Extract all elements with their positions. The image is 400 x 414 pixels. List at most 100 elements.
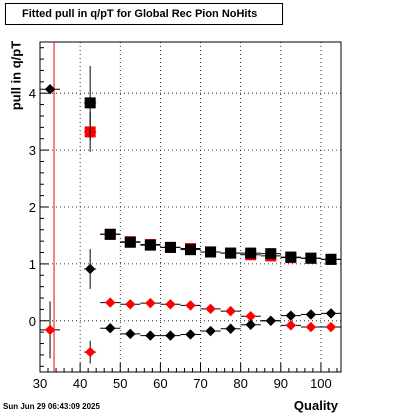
data-point: [140, 330, 161, 341]
diamond-marker: [165, 299, 176, 310]
square-marker: [205, 246, 217, 258]
data-point: [140, 239, 161, 251]
diamond-marker: [105, 322, 116, 334]
data-point: [220, 323, 241, 334]
data-point: [280, 310, 301, 321]
diamond-marker: [265, 315, 276, 327]
x-tick-label: 40: [73, 376, 87, 391]
diamond-marker: [325, 308, 337, 319]
data-point: [84, 65, 97, 140]
data-point: [260, 315, 281, 327]
square-marker: [285, 251, 297, 263]
data-point: [220, 247, 241, 259]
y-tick-label: 4: [29, 86, 36, 101]
data-point: [220, 305, 241, 317]
data-point: [180, 329, 201, 340]
x-axis-label: Quality: [293, 398, 338, 413]
x-tick-label: 90: [274, 376, 288, 391]
square-marker: [305, 252, 317, 264]
diamond-marker: [84, 346, 96, 358]
diamond-marker: [125, 328, 136, 340]
axes: 30 40 50 60 70 80 90 100 0 1 2 3 4: [29, 47, 338, 391]
y-tick-label: 2: [29, 200, 36, 215]
square-marker: [144, 239, 156, 251]
data-point: [160, 241, 181, 253]
chart-title: Fitted pull in q/pT for Global Rec Pion …: [5, 3, 283, 25]
square-marker: [325, 253, 337, 265]
y-tick-label: 1: [29, 257, 36, 272]
square-marker: [265, 248, 277, 260]
diamond-marker: [145, 297, 156, 309]
diamond-marker: [185, 300, 196, 311]
data-point: [84, 340, 97, 364]
grid-lines: [40, 42, 341, 372]
data-point: [260, 248, 281, 260]
diamond-marker: [125, 299, 136, 310]
plot-frame: [39, 41, 342, 373]
diamond-marker: [305, 309, 317, 320]
data-point: [160, 330, 181, 341]
diamond-marker: [225, 305, 236, 317]
series-0: [84, 111, 341, 265]
diamond-marker: [185, 329, 196, 340]
data-point: [200, 325, 221, 337]
data-point: [100, 228, 121, 240]
data-point: [100, 297, 121, 308]
data-point: [320, 321, 341, 333]
data-point: [300, 321, 321, 333]
square-marker: [84, 97, 96, 109]
data-point: [240, 247, 261, 259]
data-point: [140, 297, 161, 309]
series-2: [40, 297, 341, 364]
square-marker: [245, 247, 257, 259]
data-marks: [40, 65, 341, 364]
x-tick-label: 80: [233, 376, 247, 391]
diamond-marker: [245, 319, 256, 330]
data-point: [180, 244, 201, 256]
data-point: [240, 311, 261, 322]
series-1: [84, 65, 341, 265]
data-point: [200, 303, 221, 315]
diamond-marker: [44, 324, 56, 336]
diamond-marker: [105, 297, 116, 308]
data-point: [84, 249, 97, 289]
data-point: [320, 308, 341, 319]
y-tick-label: 3: [29, 143, 36, 158]
diamond-marker: [44, 84, 56, 95]
square-marker: [124, 236, 136, 248]
data-point: [120, 299, 141, 310]
diamond-marker: [245, 311, 256, 322]
y-tick-label: 0: [29, 314, 36, 329]
data-point: [300, 309, 321, 320]
diamond-marker: [225, 323, 236, 334]
data-point: [120, 236, 141, 248]
timestamp: Sun Jun 29 06:43:09 2025: [3, 402, 100, 411]
diamond-marker: [205, 303, 216, 315]
data-point: [240, 319, 261, 330]
x-tick-label: 70: [193, 376, 207, 391]
diamond-marker: [285, 310, 297, 321]
x-tick-label: 100: [310, 376, 332, 391]
x-tick-label: 60: [153, 376, 167, 391]
data-point: [100, 322, 121, 334]
square-marker: [164, 241, 176, 253]
data-point: [180, 300, 201, 311]
diamond-marker: [285, 320, 297, 331]
data-point: [300, 252, 321, 264]
x-tick-label: 30: [33, 376, 47, 391]
diamond-marker: [325, 321, 337, 333]
square-marker: [225, 247, 237, 259]
data-point: [280, 320, 301, 331]
square-marker: [104, 228, 116, 240]
diamond-marker: [145, 330, 156, 341]
x-tick-label: 50: [113, 376, 127, 391]
data-point: [200, 246, 221, 258]
diamond-marker: [84, 263, 96, 275]
data-point: [280, 251, 301, 263]
data-point: [40, 301, 61, 359]
diamond-marker: [305, 321, 317, 333]
data-point: [320, 253, 341, 265]
data-point: [120, 328, 141, 340]
diamond-marker: [165, 330, 176, 341]
